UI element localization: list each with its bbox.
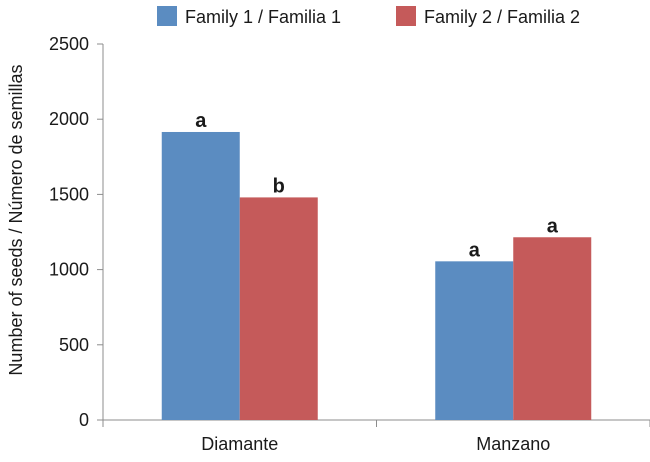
y-tick-label: 2500 (49, 34, 89, 54)
x-tick-label: Diamante (201, 434, 278, 454)
data-label: a (469, 239, 481, 261)
bar (513, 237, 592, 420)
x-tick-label: Manzano (476, 434, 550, 454)
legend-swatch (396, 6, 416, 26)
data-label: a (195, 110, 207, 132)
y-tick-label: 500 (59, 335, 89, 355)
bars (161, 131, 592, 420)
bar (239, 197, 318, 420)
x-axis: Diamante Manzano (102, 419, 650, 454)
y-tick-label: 2000 (49, 109, 89, 129)
y-axis-title: Number of seeds / Número de semillas (6, 64, 26, 375)
legend: Family 1 / Familia 1 Family 2 / Familia 2 (157, 6, 580, 27)
data-label: a (547, 215, 559, 237)
legend-swatch (157, 6, 177, 26)
data-labels: a b a a (195, 110, 559, 261)
legend-label: Family 1 / Familia 1 (185, 7, 341, 27)
y-axis: 0 500 1000 1500 2000 2500 (49, 34, 104, 430)
y-tick-label: 1000 (49, 260, 89, 280)
y-tick-label: 1500 (49, 184, 89, 204)
y-tick-label: 0 (79, 410, 89, 430)
data-label: b (273, 175, 285, 197)
bar (161, 131, 240, 420)
bar (435, 261, 514, 420)
legend-label: Family 2 / Familia 2 (424, 7, 580, 27)
